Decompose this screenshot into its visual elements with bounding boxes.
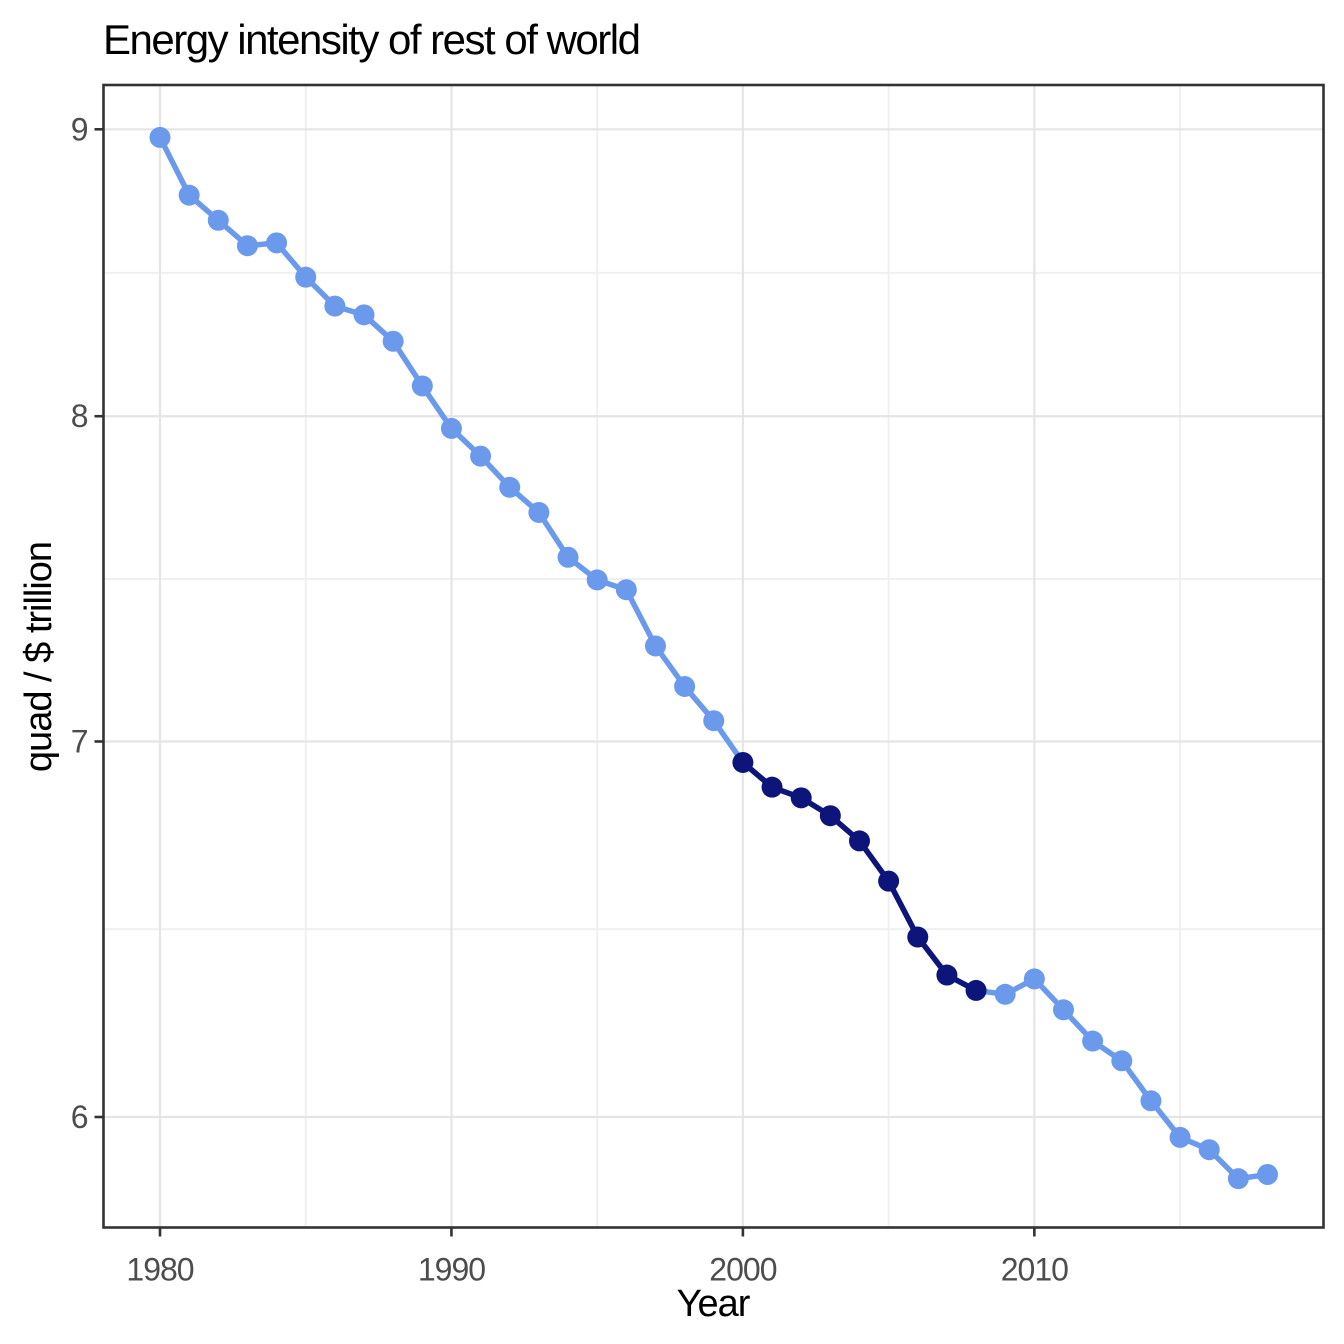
point-1998	[674, 675, 696, 697]
y-tick-label-6: 6	[71, 1099, 88, 1135]
highlight-point-2008	[965, 979, 987, 1001]
y-tick-label-9: 9	[71, 111, 88, 147]
point-1993	[528, 501, 550, 523]
point-2017	[1227, 1168, 1249, 1190]
point-2018	[1257, 1164, 1279, 1186]
x-tick-label-2000: 2000	[709, 1252, 776, 1288]
highlight-point-2003	[819, 805, 841, 827]
panel-border	[102, 83, 1325, 1229]
y-tick-label-7: 7	[71, 723, 88, 759]
x-axis-title: Year	[676, 1283, 751, 1325]
point-2011	[1052, 999, 1074, 1021]
x-tick-label-1990: 1990	[418, 1252, 485, 1288]
highlight-point-2007	[936, 964, 958, 986]
highlight-point-2005	[878, 870, 900, 892]
point-1991	[470, 445, 492, 467]
highlight-point-2004	[848, 830, 870, 852]
point-2010	[1023, 968, 1045, 990]
point-2009	[994, 983, 1016, 1005]
x-tick-label-2010: 2010	[1001, 1252, 1068, 1288]
point-1981	[178, 184, 200, 206]
point-1995	[586, 569, 608, 591]
point-2015	[1169, 1126, 1191, 1148]
point-1982	[207, 209, 229, 231]
point-1986	[324, 295, 346, 317]
point-1992	[499, 476, 521, 498]
highlight-point-2001	[761, 776, 783, 798]
point-1984	[266, 232, 288, 254]
point-1983	[236, 235, 258, 257]
point-2012	[1082, 1030, 1104, 1052]
point-1985	[295, 266, 317, 288]
point-1999	[703, 710, 725, 732]
point-1994	[557, 546, 579, 568]
x-tick-label-1980: 1980	[126, 1252, 193, 1288]
point-2014	[1140, 1090, 1162, 1112]
y-tick-label-8: 8	[71, 398, 88, 434]
point-1990	[440, 417, 462, 439]
point-1987	[353, 304, 375, 326]
highlight-point-2006	[907, 926, 929, 948]
point-1980	[149, 126, 171, 148]
highlight-point-2000	[732, 751, 754, 773]
highlight-point-2002	[790, 787, 812, 809]
point-1989	[411, 375, 433, 397]
point-2016	[1198, 1139, 1220, 1161]
chart-title: Energy intensity of rest of world	[103, 16, 641, 63]
point-1988	[382, 330, 404, 352]
point-1997	[644, 635, 666, 657]
point-1996	[615, 579, 637, 601]
point-2013	[1111, 1050, 1133, 1072]
